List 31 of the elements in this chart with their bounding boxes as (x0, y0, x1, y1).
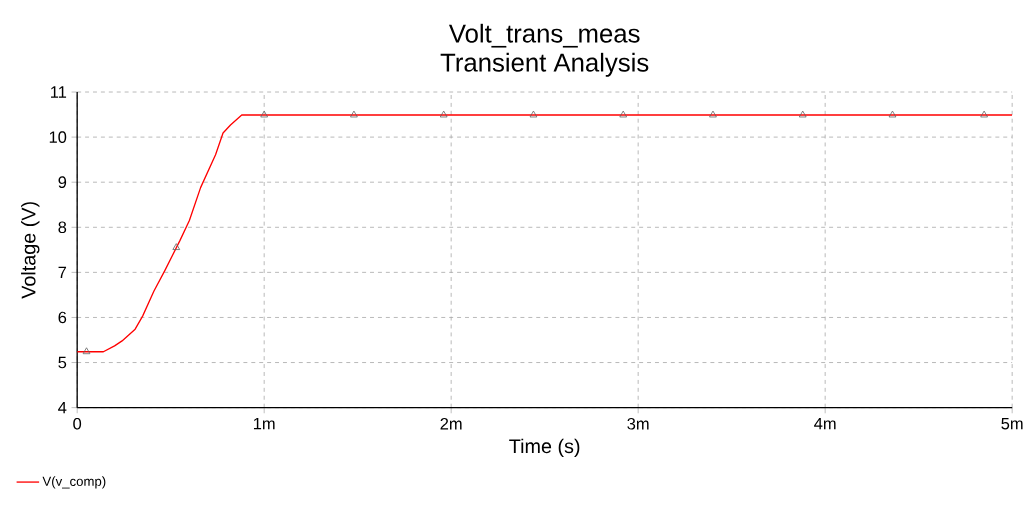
y-tick-label: 10 (49, 131, 67, 143)
y-tick-label: 5 (58, 356, 67, 369)
y-axis-title: Voltage (V) (21, 201, 40, 299)
x-tick-label: 2m (440, 417, 462, 430)
x-tick-label: 0 (73, 417, 82, 430)
y-tick-label: 4 (58, 401, 67, 414)
point (888, 110, 897, 118)
line-series (77, 114, 1013, 353)
point (82, 347, 91, 354)
point (350, 110, 358, 118)
point (172, 242, 181, 250)
y-tick-label: 11 (51, 86, 67, 98)
y-tick-label: 8 (58, 221, 67, 233)
point (798, 110, 807, 118)
point (619, 110, 628, 118)
chart-title: Volt_trans_meas (448, 23, 640, 48)
x-tick-label: 4m (814, 417, 836, 430)
x-axis-title: Time (s) (509, 438, 580, 457)
y-tick-label: 9 (58, 176, 67, 188)
y-tick-label: 6 (58, 311, 67, 324)
x-tick-label: 1m (253, 417, 275, 430)
point (529, 110, 538, 118)
x-tick-label: 3m (627, 417, 649, 430)
point (439, 110, 448, 118)
y-tick-label: 7 (58, 266, 67, 278)
x-tick-label: 5m (1001, 417, 1023, 430)
point (709, 110, 717, 118)
chart-subtitle: Transient Analysis (440, 52, 649, 77)
point (980, 110, 988, 118)
legend-label: V(v_comp) (42, 476, 106, 489)
point (260, 110, 268, 118)
